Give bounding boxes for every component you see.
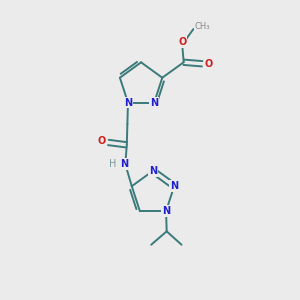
Text: N: N bbox=[150, 98, 158, 108]
Text: H: H bbox=[109, 159, 116, 169]
Text: O: O bbox=[205, 59, 213, 69]
Text: N: N bbox=[149, 166, 157, 176]
Text: N: N bbox=[162, 206, 170, 216]
Text: N: N bbox=[120, 159, 128, 169]
Text: O: O bbox=[98, 136, 106, 146]
Text: N: N bbox=[124, 98, 132, 108]
Text: O: O bbox=[178, 37, 186, 47]
Text: N: N bbox=[170, 181, 178, 191]
Text: CH₃: CH₃ bbox=[195, 22, 211, 31]
